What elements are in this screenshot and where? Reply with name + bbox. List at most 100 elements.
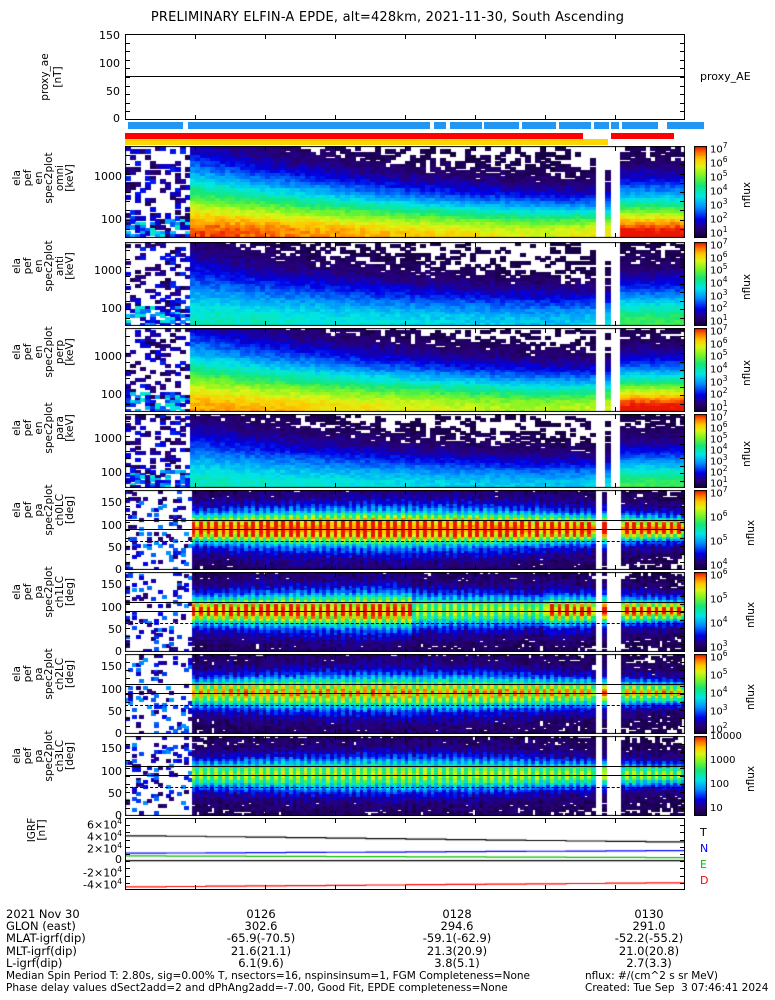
- ytick-mark-l-6-6: [125, 620, 130, 621]
- ytick-mark-l-2-9: [125, 317, 130, 319]
- ytick-mark-r-3-3: [680, 353, 685, 355]
- status-bar-blue: [558, 122, 592, 129]
- xtick-top-4-6: [545, 414, 546, 419]
- xtick-4-4: [405, 483, 406, 488]
- energy-colorbar-3: [694, 414, 707, 488]
- ytick-mark-r-8-2: [680, 752, 685, 753]
- ytick-mark-l-2-7: [125, 300, 130, 302]
- ytick-mark-l-3-6: [125, 378, 130, 380]
- status-bar-blue: [449, 122, 482, 129]
- energy-cbtick-0-1: 106: [710, 155, 728, 170]
- energy-colorbar-0: [694, 146, 707, 238]
- xtick-top-6-5: [475, 572, 476, 577]
- ytick-mark-l-4-3: [125, 436, 130, 438]
- xtick-6-2: [265, 647, 266, 652]
- ytick-mark-r-2-8: [680, 309, 685, 311]
- ytick-mark-l-1-4: [125, 182, 130, 184]
- xtick-6-3: [335, 647, 336, 652]
- xtick-top-1-3: [335, 146, 336, 151]
- xtick-top-5-3: [335, 490, 336, 495]
- status-bar-red: [610, 133, 674, 139]
- xtick-5-6: [545, 565, 546, 570]
- xtick-7-5: [475, 729, 476, 734]
- ytick-mark-r-4-2: [680, 428, 685, 430]
- energy-ytick-100-1: 100: [101, 302, 122, 316]
- energy-cbtick-0-5: 102: [710, 211, 728, 226]
- ytick-mark-l-1-8: [125, 219, 130, 221]
- xtick-7-1: [195, 729, 196, 734]
- ytick-mark-l-9-1: [125, 825, 130, 827]
- ytick-mark-l-7-4: [125, 686, 130, 687]
- ytick-mark-r-1-4: [680, 182, 685, 184]
- pa-ytick-150-3: 150: [101, 742, 122, 756]
- ytick-mark-r-8-6: [680, 784, 685, 785]
- pa-guide-solid-b-2: [125, 693, 685, 695]
- ytick-mark-r-2-3: [680, 267, 685, 269]
- ytick-mark-r-2-5: [680, 284, 685, 285]
- energy-cbtick-2-4: 103: [710, 373, 728, 388]
- energy-colorbar-2: [694, 328, 707, 412]
- ytick-mark-l-0-8: [125, 102, 130, 104]
- ytick-mark-l-9-5: [125, 854, 130, 855]
- pa-cbtick-2-3: 103: [710, 703, 728, 718]
- ytick-mark-r-9-4: [680, 846, 685, 848]
- pa-guide-solid-a-2: [125, 684, 685, 686]
- footer-line2: Phase delay values dSect2add=2 and dPhAn…: [6, 982, 508, 994]
- ytick-mark-r-4-5: [680, 451, 685, 452]
- xtick-4-5: [475, 483, 476, 488]
- ytick-mark-l-8-5: [125, 776, 130, 777]
- ytick-mark-r-5-7: [680, 546, 685, 547]
- xtick-top-9-7: [615, 818, 616, 823]
- energy-cbtick-3-4: 103: [710, 453, 728, 468]
- xtick-top-7-7: [615, 654, 616, 659]
- ytick-mark-l-3-5: [125, 370, 130, 371]
- ytick-mark-l-6-4: [125, 604, 130, 605]
- ytick-mark-r-7-4: [680, 686, 685, 687]
- ytick-mark-r-1-7: [680, 210, 685, 212]
- ytick-mark-r-4-4: [680, 443, 685, 445]
- ytick-mark-r-0-4: [680, 68, 685, 70]
- ytick-mark-r-3-2: [680, 344, 685, 346]
- pa-cbtick-2-4: 102: [710, 721, 728, 736]
- ytick-mark-l-3-8: [125, 395, 130, 397]
- energy-ytick-100-0: 100: [101, 212, 122, 226]
- xtick-8-6: [545, 811, 546, 816]
- energy-cbtick-1-2: 105: [710, 262, 728, 277]
- ytick-mark-l-4-8: [125, 473, 130, 475]
- ytick-mark-l-8-7: [125, 792, 130, 793]
- footer-created: Created: Tue Sep 3 07:46:41 2024: [585, 982, 769, 994]
- igrf-legend-D: D: [700, 874, 709, 887]
- xtick-5-5: [475, 565, 476, 570]
- ytick-mark-l-8-3: [125, 760, 130, 761]
- ytick-mark-r-4-8: [680, 473, 685, 475]
- proxy-ae-right-label: proxy_AE: [700, 70, 751, 83]
- ytick-mark-r-9-1: [680, 825, 685, 827]
- ytick-mark-l-9-3: [125, 839, 130, 841]
- ytick-mark-r-4-3: [680, 436, 685, 438]
- energy-cbtick-2-1: 106: [710, 335, 728, 350]
- xaxis-tick-2-row-0: 0130: [634, 907, 664, 921]
- xtick-top-2-5: [475, 242, 476, 247]
- ytick-mark-l-7-9: [125, 726, 130, 727]
- xtick-8-3: [335, 811, 336, 816]
- xtick-top-6-7: [615, 572, 616, 577]
- ytick-mark-r-9-6: [680, 861, 685, 863]
- pa-ytick-0-3: 0: [115, 809, 122, 822]
- energy-cbtick-1-4: 103: [710, 287, 728, 302]
- xaxis-tick-0-row-0: 0126: [246, 907, 276, 921]
- xtick-top-1-4: [405, 146, 406, 151]
- xtick-8-2: [265, 811, 266, 816]
- ytick-mark-r-5-1: [680, 498, 685, 499]
- ytick-mark-r-3-9: [680, 403, 685, 405]
- ytick-mark-r-2-9: [680, 317, 685, 319]
- xtick-1-4: [405, 233, 406, 238]
- ytick-mark-r-1-3: [680, 173, 685, 175]
- xtick-7-4: [405, 729, 406, 734]
- ytick-mark-l-1-7: [125, 210, 130, 212]
- xtick-1-2: [265, 233, 266, 238]
- pa-guide-solid-a-0: [125, 520, 685, 522]
- xtick-top-0-2: [265, 34, 266, 39]
- ytick-mark-l-5-7: [125, 546, 130, 547]
- pa-cbtick-1-1: 105: [710, 591, 728, 606]
- ytick-mark-l-9-9: [125, 882, 130, 884]
